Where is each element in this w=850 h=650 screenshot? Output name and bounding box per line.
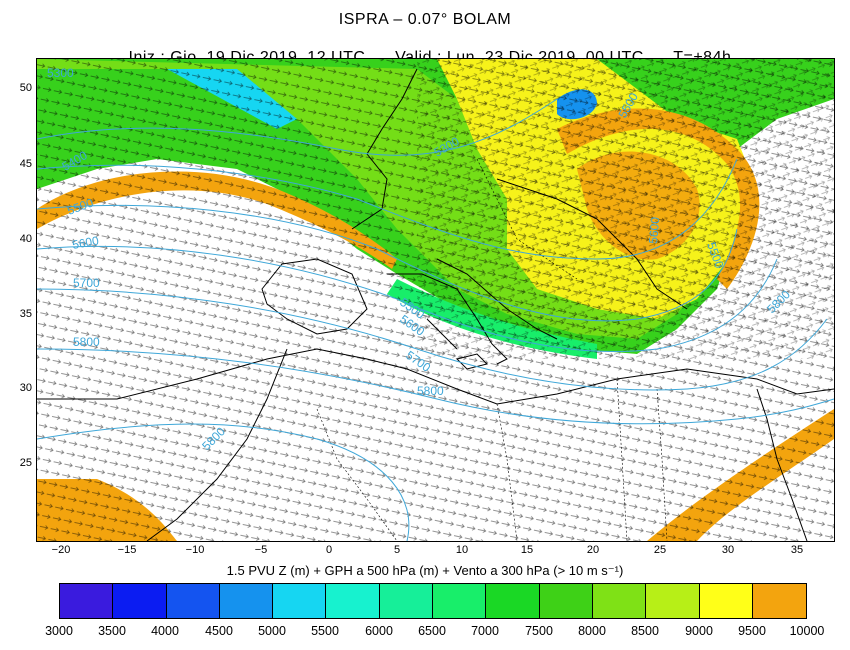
lat-tick: 40 xyxy=(19,233,32,245)
colorbar-label: 4500 xyxy=(205,624,233,638)
colorbar-label: 3500 xyxy=(98,624,126,638)
lon-tick: 35 xyxy=(790,544,804,556)
colorbar-label: 8500 xyxy=(631,624,659,638)
colorbar-label: 7000 xyxy=(471,624,499,638)
map-canvas: 5300 5400 5500 5600 5700 5800 5300 5500 … xyxy=(37,59,834,541)
colorbar-swatch xyxy=(113,584,167,618)
contour-label: 5600 xyxy=(71,233,100,251)
lon-tick: 5 xyxy=(393,544,401,556)
colorbar-swatch xyxy=(592,584,647,618)
colorbar-swatch xyxy=(752,584,807,618)
lon-tick: 25 xyxy=(653,544,667,556)
colorbar-swatch xyxy=(273,584,327,618)
contour-label: 5800 xyxy=(417,384,444,398)
map-title: ISPRA – 0.07° BOLAM xyxy=(338,11,512,28)
lat-tick: 35 xyxy=(19,308,32,320)
lat-tick: 45 xyxy=(19,158,32,170)
colorbar-swatch xyxy=(486,584,540,618)
colorbar xyxy=(59,583,808,619)
colorbar-label: 7500 xyxy=(525,624,553,638)
contour-label: 5700 xyxy=(73,276,100,290)
colorbar-label: 8000 xyxy=(578,624,606,638)
lat-tick: 50 xyxy=(19,82,32,94)
colorbar-label: 3000 xyxy=(45,624,73,638)
colorbar-swatch xyxy=(646,584,700,618)
lat-tick: 25 xyxy=(19,457,32,469)
colorbar-label: 9500 xyxy=(738,624,766,638)
colorbar-swatch xyxy=(326,584,380,618)
lon-tick: 0 xyxy=(325,544,333,556)
lon-tick: −20 xyxy=(51,544,71,556)
colorbar-label: 4000 xyxy=(151,624,179,638)
lon-tick: 30 xyxy=(721,544,735,556)
wind-vectors-east xyxy=(417,59,834,359)
lon-tick: 20 xyxy=(586,544,600,556)
colorbar-label: 9000 xyxy=(685,624,713,638)
lat-tick: 30 xyxy=(19,382,32,394)
gph-contours xyxy=(37,98,834,541)
contour-label: 5800 xyxy=(73,335,100,349)
colorbar-swatch xyxy=(60,584,114,618)
lon-tick: 10 xyxy=(455,544,469,556)
field-caption: 1.5 PVU Z (m) + GPH a 500 hPa (m) + Vent… xyxy=(226,563,624,578)
colorbar-label: 10000 xyxy=(789,624,825,638)
colorbar-label: 6000 xyxy=(365,624,393,638)
colorbar-swatch xyxy=(699,584,753,618)
weather-map: 5300 5400 5500 5600 5700 5800 5300 5500 … xyxy=(36,58,835,542)
colorbar-swatch xyxy=(433,584,487,618)
colorbar-swatch xyxy=(379,584,434,618)
contour-label: 5300 xyxy=(47,66,74,80)
lon-tick: −5 xyxy=(254,544,268,556)
colorbar-label: 5500 xyxy=(311,624,339,638)
lon-tick: −10 xyxy=(185,544,205,556)
colorbar-label: 6500 xyxy=(418,624,446,638)
borders xyxy=(316,158,668,541)
colorbar-swatch xyxy=(219,584,274,618)
lon-tick: 15 xyxy=(520,544,534,556)
colorbar-swatch xyxy=(539,584,593,618)
contour-label: 5600 xyxy=(646,216,662,244)
lon-tick: −15 xyxy=(117,544,137,556)
colorbar-label: 5000 xyxy=(258,624,286,638)
colorbar-swatch xyxy=(166,584,220,618)
